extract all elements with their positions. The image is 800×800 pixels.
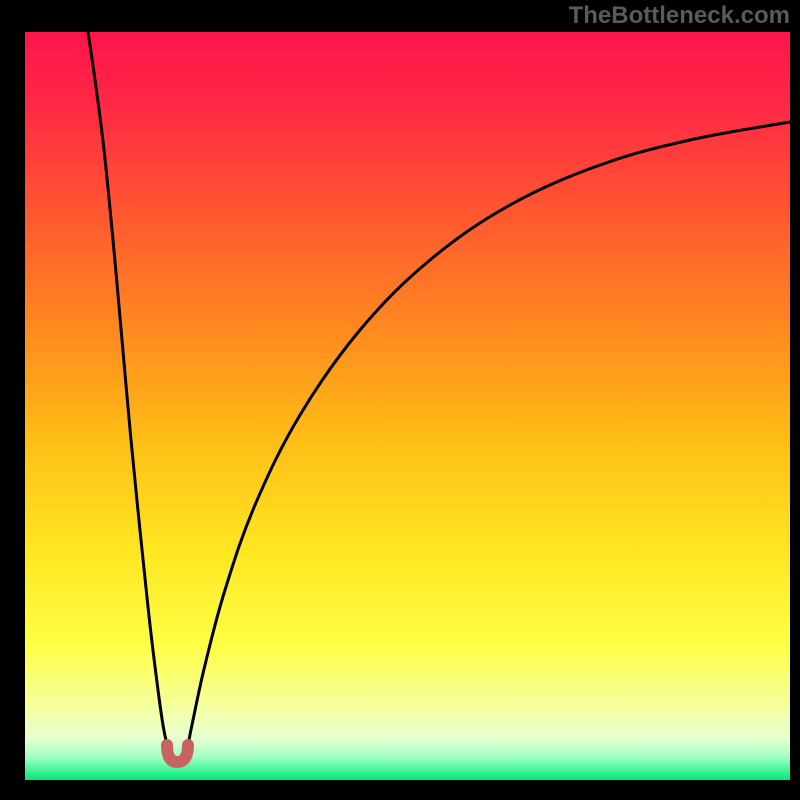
bottleneck-chart: [0, 0, 800, 800]
watermark-text: TheBottleneck.com: [569, 2, 790, 30]
